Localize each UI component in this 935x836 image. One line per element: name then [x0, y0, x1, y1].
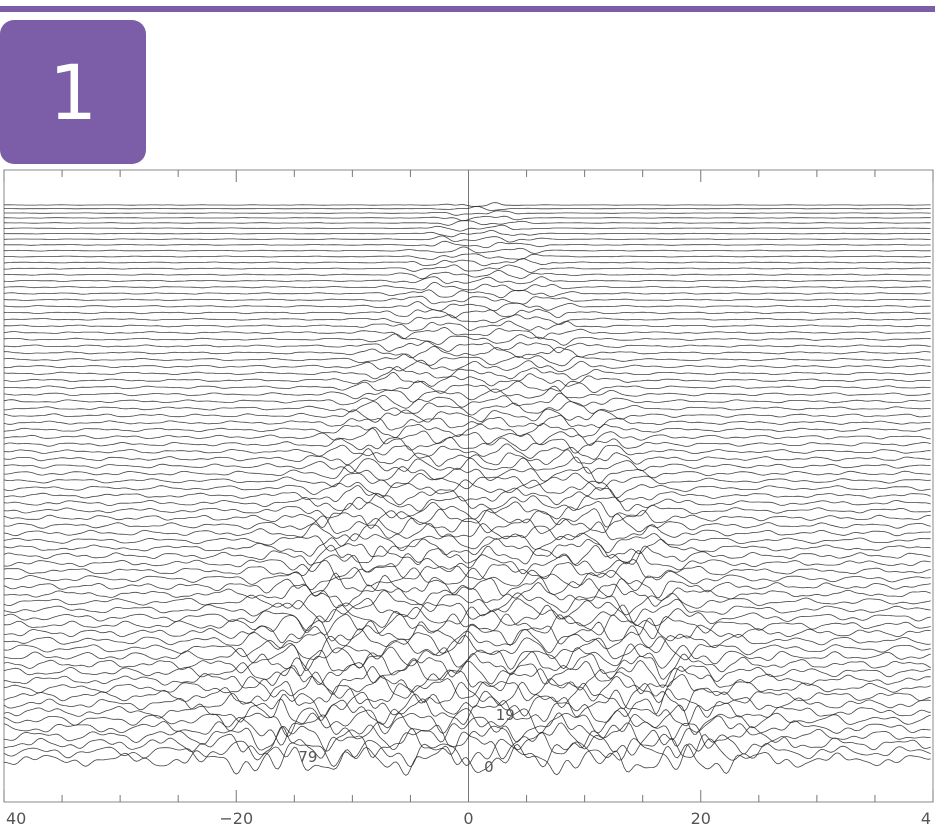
seismic-trace [3, 327, 931, 340]
seismic-trace [3, 604, 931, 631]
seismic-trace [3, 472, 931, 491]
seismic-trace [3, 422, 931, 438]
seismogram-chart: 40 −20 0 20 4 79 19 0 [3, 169, 934, 828]
seismic-trace [3, 722, 931, 752]
seismic-trace [3, 625, 931, 654]
seismic-trace [3, 493, 931, 512]
seismic-trace [3, 224, 931, 232]
seismic-trace [3, 598, 931, 624]
seismic-trace [3, 428, 931, 446]
seismic-trace [3, 448, 931, 467]
seismic-trace [4, 205, 931, 211]
seismic-trace [4, 464, 931, 484]
seismic-trace [4, 264, 931, 273]
seismic-trace [3, 353, 931, 367]
seismic-trace [3, 613, 931, 640]
seismic-trace [3, 408, 931, 423]
trace-label: 0 [484, 758, 494, 776]
seismic-trace [3, 359, 931, 372]
seismic-trace [3, 366, 931, 381]
trace-label: 79 [298, 748, 317, 766]
seismic-trace [3, 380, 931, 394]
seismic-trace [3, 372, 931, 387]
seismic-trace [3, 537, 931, 559]
seismic-trace [3, 485, 931, 506]
x-tick-label: −20 [219, 809, 253, 828]
seismic-trace [3, 202, 931, 207]
seismic-trace [3, 681, 931, 712]
seismic-trace [3, 314, 931, 325]
seismic-trace [3, 704, 931, 737]
seismic-trace [3, 566, 931, 592]
seismic-trace [4, 210, 931, 216]
seismic-trace [3, 414, 931, 431]
seismic-trace [3, 456, 931, 474]
seismic-trace [4, 253, 931, 260]
axis-ticks [3, 170, 934, 802]
seismic-trace [3, 258, 931, 267]
seismic-trace [4, 617, 931, 646]
seismic-trace [3, 235, 931, 243]
seismic-trace [3, 649, 931, 680]
plot-frame [3, 169, 934, 803]
seismic-trace [3, 392, 931, 409]
seismic-trace [3, 508, 931, 529]
seismic-trace [3, 500, 931, 520]
seismic-trace [3, 289, 931, 299]
x-tick-label: 4 [921, 809, 931, 828]
seismic-trace [3, 532, 931, 554]
seismic-trace [3, 215, 931, 222]
seismic-trace [4, 665, 931, 695]
seismic-trace [3, 726, 931, 760]
seismic-trace [3, 743, 931, 776]
seismic-trace [3, 295, 931, 305]
seismic-trace [3, 544, 931, 566]
trace-group [3, 202, 931, 776]
seismic-trace [4, 246, 931, 254]
trace-label: 19 [496, 706, 515, 724]
seismic-trace [3, 320, 931, 332]
seismic-trace [3, 281, 931, 292]
seismic-trace [3, 229, 931, 238]
seismic-trace [3, 643, 931, 672]
seismic-trace [3, 657, 931, 688]
seismic-trace [3, 436, 931, 454]
x-tick-label: 20 [691, 809, 711, 828]
seismic-trace [4, 269, 931, 280]
seismic-trace [3, 688, 931, 719]
seismic-trace [3, 513, 931, 534]
seismic-trace [3, 340, 931, 354]
seismic-trace [3, 589, 931, 616]
seismic-trace [3, 333, 931, 346]
seismic-trace [3, 550, 931, 575]
slide-number-badge: 1 [0, 20, 146, 164]
seismic-trace [3, 671, 931, 704]
x-tick-labels: 40 −20 0 20 4 [6, 809, 931, 828]
seismic-trace [3, 738, 931, 770]
seismic-trace [3, 521, 931, 542]
seismic-trace [3, 582, 931, 607]
seismic-trace [3, 635, 931, 661]
seismic-trace [3, 240, 931, 249]
seismic-trace [4, 220, 931, 226]
x-tick-label: 0 [463, 809, 473, 828]
seismic-trace [3, 558, 931, 581]
seismic-trace [3, 443, 931, 460]
seismic-trace [4, 401, 931, 416]
seismic-trace [3, 698, 931, 727]
seismic-trace [3, 385, 931, 403]
seismic-trace [3, 572, 931, 599]
seismic-trace [3, 276, 931, 285]
seismic-trace [3, 345, 931, 359]
trace-labels: 79 19 0 [298, 706, 515, 776]
slide-number: 1 [48, 47, 98, 137]
x-tick-label: 40 [6, 809, 26, 828]
seismic-trace [3, 308, 931, 319]
title-rule [0, 6, 935, 12]
seismic-trace [3, 301, 931, 312]
seismic-trace [3, 712, 931, 747]
seismic-trace [3, 479, 931, 499]
